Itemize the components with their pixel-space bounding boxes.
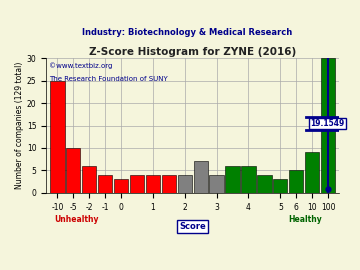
Text: Unhealthy: Unhealthy [54, 215, 99, 224]
Bar [194, 161, 208, 193]
Bar [241, 166, 256, 193]
Bar [177, 175, 192, 193]
Text: The Research Foundation of SUNY: The Research Foundation of SUNY [49, 76, 168, 82]
Bar [210, 175, 224, 193]
Bar [225, 166, 240, 193]
Bar [50, 81, 64, 193]
Text: Score: Score [179, 222, 206, 231]
Bar [305, 153, 319, 193]
Bar [146, 175, 160, 193]
Bar [98, 175, 112, 193]
Text: Industry: Biotechnology & Medical Research: Industry: Biotechnology & Medical Resear… [82, 28, 292, 37]
Text: 19.1549: 19.1549 [310, 119, 345, 128]
Bar [162, 175, 176, 193]
Bar [82, 166, 96, 193]
Bar [273, 179, 288, 193]
Y-axis label: Number of companies (129 total): Number of companies (129 total) [15, 62, 24, 189]
Bar [114, 179, 128, 193]
Text: Healthy: Healthy [288, 215, 322, 224]
Bar [66, 148, 81, 193]
Bar [130, 175, 144, 193]
Bar [321, 58, 335, 193]
Bar [257, 175, 271, 193]
Title: Z-Score Histogram for ZYNE (2016): Z-Score Histogram for ZYNE (2016) [89, 48, 296, 58]
Bar [289, 170, 303, 193]
Text: ©www.textbiz.org: ©www.textbiz.org [49, 62, 113, 69]
